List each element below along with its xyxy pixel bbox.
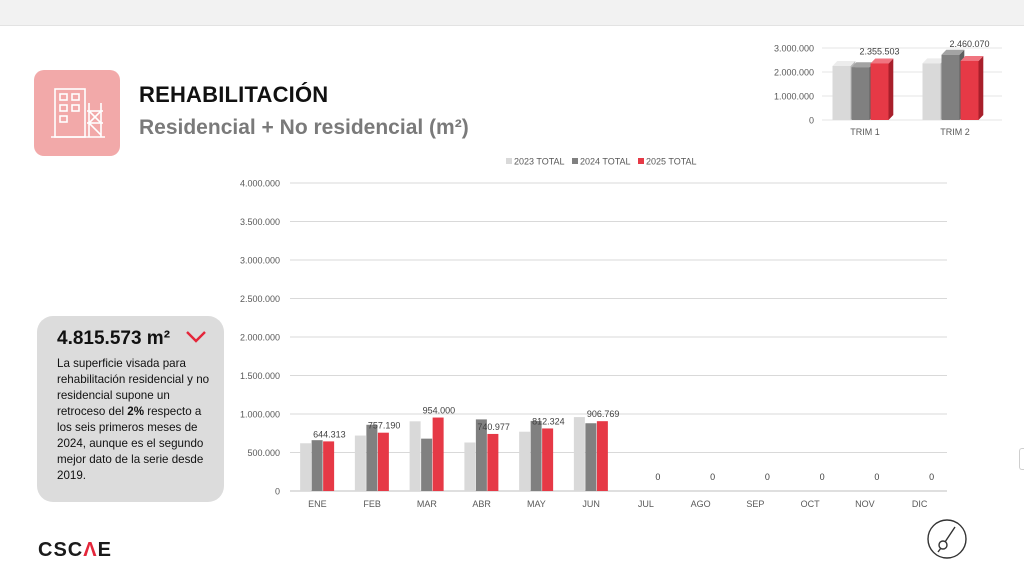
bar-2023 xyxy=(300,443,312,491)
data-label: 812.324 xyxy=(532,416,565,426)
legend-label: 2024 TOTAL xyxy=(580,157,631,167)
data-label: 757.190 xyxy=(368,421,401,431)
bar-2025 xyxy=(870,63,889,120)
bar-top xyxy=(832,61,856,66)
bar-2024 xyxy=(585,423,597,491)
data-label: 0 xyxy=(929,472,934,482)
compass-icon[interactable] xyxy=(926,518,968,560)
bar-top xyxy=(851,62,875,68)
bar-2025 xyxy=(377,432,389,491)
bar-2023 xyxy=(354,435,366,491)
y-tick-label: 2.000.000 xyxy=(240,333,280,343)
bar-2024 xyxy=(475,419,487,491)
side-scroll-handle[interactable] xyxy=(1019,448,1024,470)
building-scaffold-icon xyxy=(34,70,120,156)
cscae-logo: CSCΛE xyxy=(38,539,112,561)
bar-2024 xyxy=(421,438,433,491)
data-label: 2.460.070 xyxy=(949,39,989,49)
x-tick-label: JUL xyxy=(638,499,654,509)
y-tick-label: 1.500.000 xyxy=(240,371,280,381)
bar-2023 xyxy=(832,66,851,120)
data-label: 0 xyxy=(765,472,770,482)
legend-label: 2023 TOTAL xyxy=(514,157,565,167)
x-tick-label: DIC xyxy=(912,499,928,509)
summary-card: 4.815.573 m² La superficie visada para r… xyxy=(37,316,224,502)
bar-2025 xyxy=(596,421,608,491)
trend-down-chevron-icon xyxy=(186,331,206,343)
x-tick-label: NOV xyxy=(855,499,875,509)
y-tick-label: 1.000.000 xyxy=(240,410,280,420)
page-title: REHABILITACIÓN xyxy=(139,82,329,107)
bar-side xyxy=(978,55,984,120)
x-tick-label: OCT xyxy=(801,499,821,509)
y-tick-label: 1.000.000 xyxy=(774,92,814,102)
bar-2025 xyxy=(542,428,554,491)
bar-top xyxy=(922,58,946,64)
data-label: 2.355.503 xyxy=(859,46,899,56)
bar-2024 xyxy=(311,440,323,491)
x-tick-label: MAY xyxy=(527,499,546,509)
x-tick-label: MAR xyxy=(417,499,438,509)
y-tick-label: 0 xyxy=(809,116,814,126)
y-tick-label: 0 xyxy=(275,487,280,497)
page-subtitle: Residencial + No residencial (m²) xyxy=(139,116,469,139)
top-toolbar xyxy=(0,0,1024,26)
bar-2023 xyxy=(922,63,941,120)
bar-2025 xyxy=(323,441,335,491)
y-tick-label: 3.500.000 xyxy=(240,217,280,227)
y-tick-label: 2.000.000 xyxy=(774,68,814,78)
x-tick-label: TRIM 1 xyxy=(850,127,880,137)
bar-2024 xyxy=(530,420,542,491)
x-tick-label: JUN xyxy=(582,499,600,509)
bar-top xyxy=(941,49,965,55)
bar-2025 xyxy=(487,433,499,491)
data-label: 0 xyxy=(874,472,879,482)
bar-2024 xyxy=(851,67,870,120)
data-label: 0 xyxy=(655,472,660,482)
data-label: 906.769 xyxy=(587,409,620,419)
x-tick-label: FEB xyxy=(363,499,381,509)
x-tick-label: ABR xyxy=(472,499,491,509)
bar-top xyxy=(960,55,984,61)
y-tick-label: 4.000.000 xyxy=(240,179,280,189)
legend-swatch xyxy=(572,158,578,164)
data-label: 0 xyxy=(710,472,715,482)
y-tick-label: 3.000.000 xyxy=(240,256,280,266)
summary-value: 4.815.573 m² xyxy=(57,328,171,349)
bar-2023 xyxy=(573,417,585,491)
bar-2024 xyxy=(941,54,960,120)
x-tick-label: AGO xyxy=(691,499,711,509)
bar-2023 xyxy=(519,431,531,491)
bar-side xyxy=(888,58,894,120)
bar-2024 xyxy=(366,424,378,491)
legend-label: 2025 TOTAL xyxy=(646,157,697,167)
data-label: 0 xyxy=(820,472,825,482)
summary-description: La superficie visada para rehabilitación… xyxy=(57,357,210,482)
legend-swatch xyxy=(506,158,512,164)
data-label: 954.000 xyxy=(423,406,456,416)
bar-2025 xyxy=(960,60,979,120)
x-tick-label: ENE xyxy=(308,499,327,509)
bar-2023 xyxy=(464,442,476,491)
bar-top xyxy=(870,58,894,64)
bar-2023 xyxy=(409,421,421,491)
legend-swatch xyxy=(638,158,644,164)
y-tick-label: 2.500.000 xyxy=(240,294,280,304)
y-tick-label: 3.000.000 xyxy=(774,44,814,54)
data-label: 740.977 xyxy=(477,422,510,432)
bar-2025 xyxy=(432,417,444,491)
x-tick-label: SEP xyxy=(746,499,764,509)
y-tick-label: 500.000 xyxy=(247,448,280,458)
data-label: 644.313 xyxy=(313,429,346,439)
x-tick-label: TRIM 2 xyxy=(940,127,970,137)
